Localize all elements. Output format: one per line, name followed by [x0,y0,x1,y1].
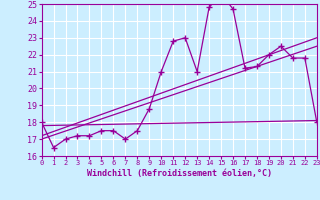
X-axis label: Windchill (Refroidissement éolien,°C): Windchill (Refroidissement éolien,°C) [87,169,272,178]
